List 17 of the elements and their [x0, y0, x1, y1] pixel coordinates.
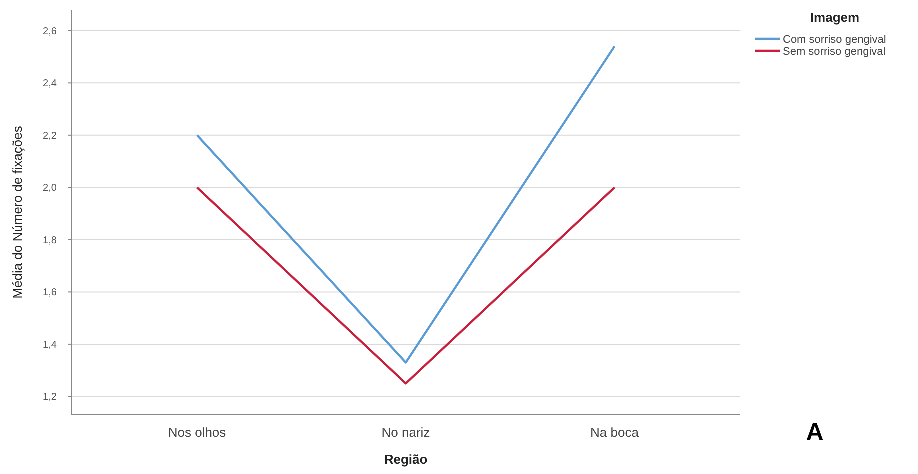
- y-tick-label: 1,2: [43, 392, 58, 404]
- text: A: [806, 419, 824, 446]
- y-tick-label: 2,6: [43, 26, 58, 38]
- x-tick-label: Nos olhos: [168, 425, 227, 440]
- y-tick-label: 2,0: [43, 183, 58, 194]
- legend-title: Imagem: [810, 10, 860, 25]
- legend-label: Com sorriso gengival: [783, 34, 886, 46]
- y-tick-label: 1,6: [43, 288, 58, 299]
- y-tick-label: 2,2: [43, 130, 58, 142]
- x-axis-title: Região: [384, 452, 428, 467]
- y-tick-label: 1,8: [43, 235, 58, 246]
- x-tick-label: Na boca: [590, 425, 640, 440]
- x-tick-label: No nariz: [382, 425, 430, 440]
- y-tick-label: 1,4: [43, 340, 58, 351]
- y-tick-label: 2,4: [43, 78, 58, 90]
- legend-label: Sem sorriso gengival: [783, 46, 886, 58]
- y-axis-title: Média do Número de fixações: [10, 126, 25, 299]
